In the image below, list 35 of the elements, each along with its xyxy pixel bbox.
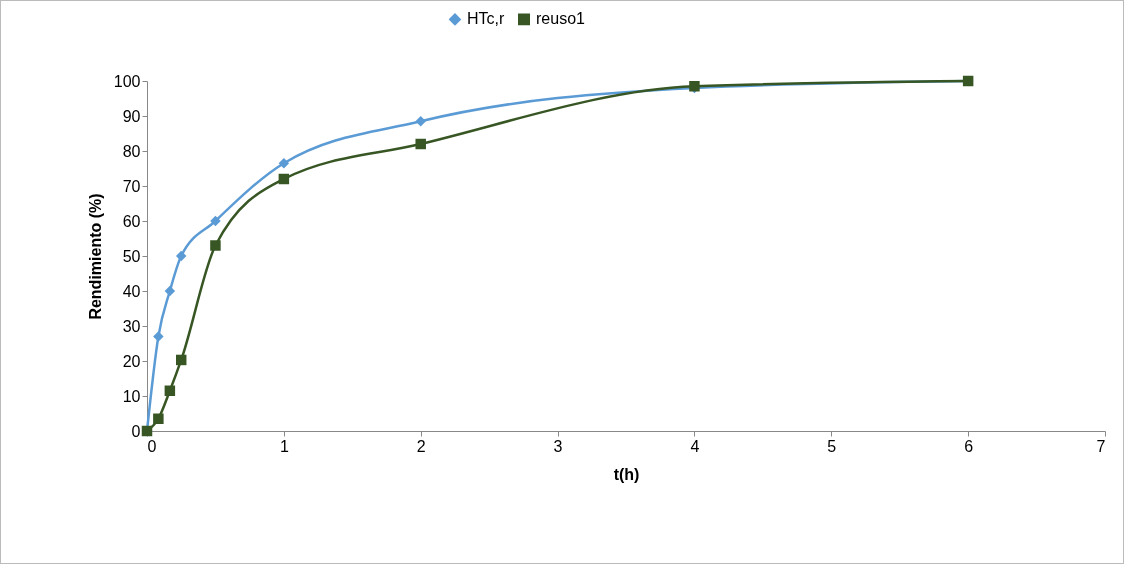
- legend-label: reuso1: [536, 10, 586, 28]
- x-axis-title: t(h): [613, 465, 640, 483]
- x-tick-label: 4: [690, 437, 700, 455]
- y-tick-label: 60: [122, 212, 141, 230]
- point: [415, 116, 426, 127]
- y-tick-label: 0: [131, 422, 141, 440]
- point: [278, 158, 290, 169]
- x-tick-label: 3: [553, 437, 563, 455]
- point: [415, 138, 426, 150]
- y-tick-label: 10: [122, 387, 141, 405]
- y-tick-label: 40: [122, 282, 141, 300]
- point: [210, 215, 221, 227]
- point: [175, 354, 187, 366]
- x-tick-label: 0: [147, 437, 157, 455]
- y-tick-label: 80: [122, 142, 141, 160]
- point: [210, 240, 221, 251]
- y-axis-title: Rendimiento (%): [86, 193, 104, 320]
- y-tick-label: 50: [122, 247, 141, 265]
- point: [278, 173, 290, 185]
- point: [153, 331, 164, 342]
- point: [164, 285, 176, 297]
- x-tick-label: 2: [416, 437, 426, 455]
- point: [153, 413, 164, 424]
- legend-label: HTc,r: [467, 10, 505, 28]
- y-tick-label: 30: [122, 317, 141, 335]
- x-tick-label: 1: [279, 437, 289, 455]
- y-tick-label: 20: [122, 352, 141, 370]
- x-tick-label: 5: [827, 437, 837, 455]
- y-tick-label: 100: [113, 72, 141, 90]
- y-tick-label: 90: [122, 107, 141, 125]
- y-tick-label: 70: [122, 177, 141, 195]
- point: [175, 250, 187, 262]
- x-tick-label: 7: [1096, 437, 1106, 455]
- x-tick-label: 6: [964, 437, 974, 455]
- point: [164, 385, 176, 396]
